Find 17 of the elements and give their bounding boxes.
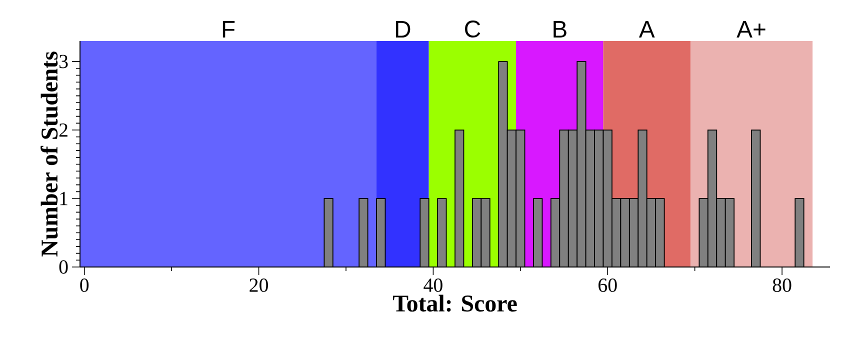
- y-tick-label: 3: [60, 54, 68, 68]
- band-label: B: [554, 21, 566, 38]
- y-tick-label: 1: [60, 192, 68, 206]
- x-tick-label: 80: [772, 278, 792, 292]
- band-label: A: [638, 21, 655, 38]
- y-tick-label: 0: [59, 260, 68, 274]
- x-tick-label: 0: [80, 278, 89, 292]
- x-tick-label: 20: [250, 278, 268, 292]
- x-axis-title: Total: Score: [392, 294, 517, 312]
- band-label: D: [396, 21, 410, 38]
- band-label: C: [465, 20, 480, 38]
- band-label: A+: [736, 21, 766, 38]
- y-axis-title: Number of Students: [40, 52, 58, 257]
- band-label: F: [222, 21, 235, 38]
- x-tick-label: 40: [424, 278, 442, 292]
- y-tick-label: 2: [59, 123, 68, 137]
- x-tick-label: 60: [598, 278, 617, 292]
